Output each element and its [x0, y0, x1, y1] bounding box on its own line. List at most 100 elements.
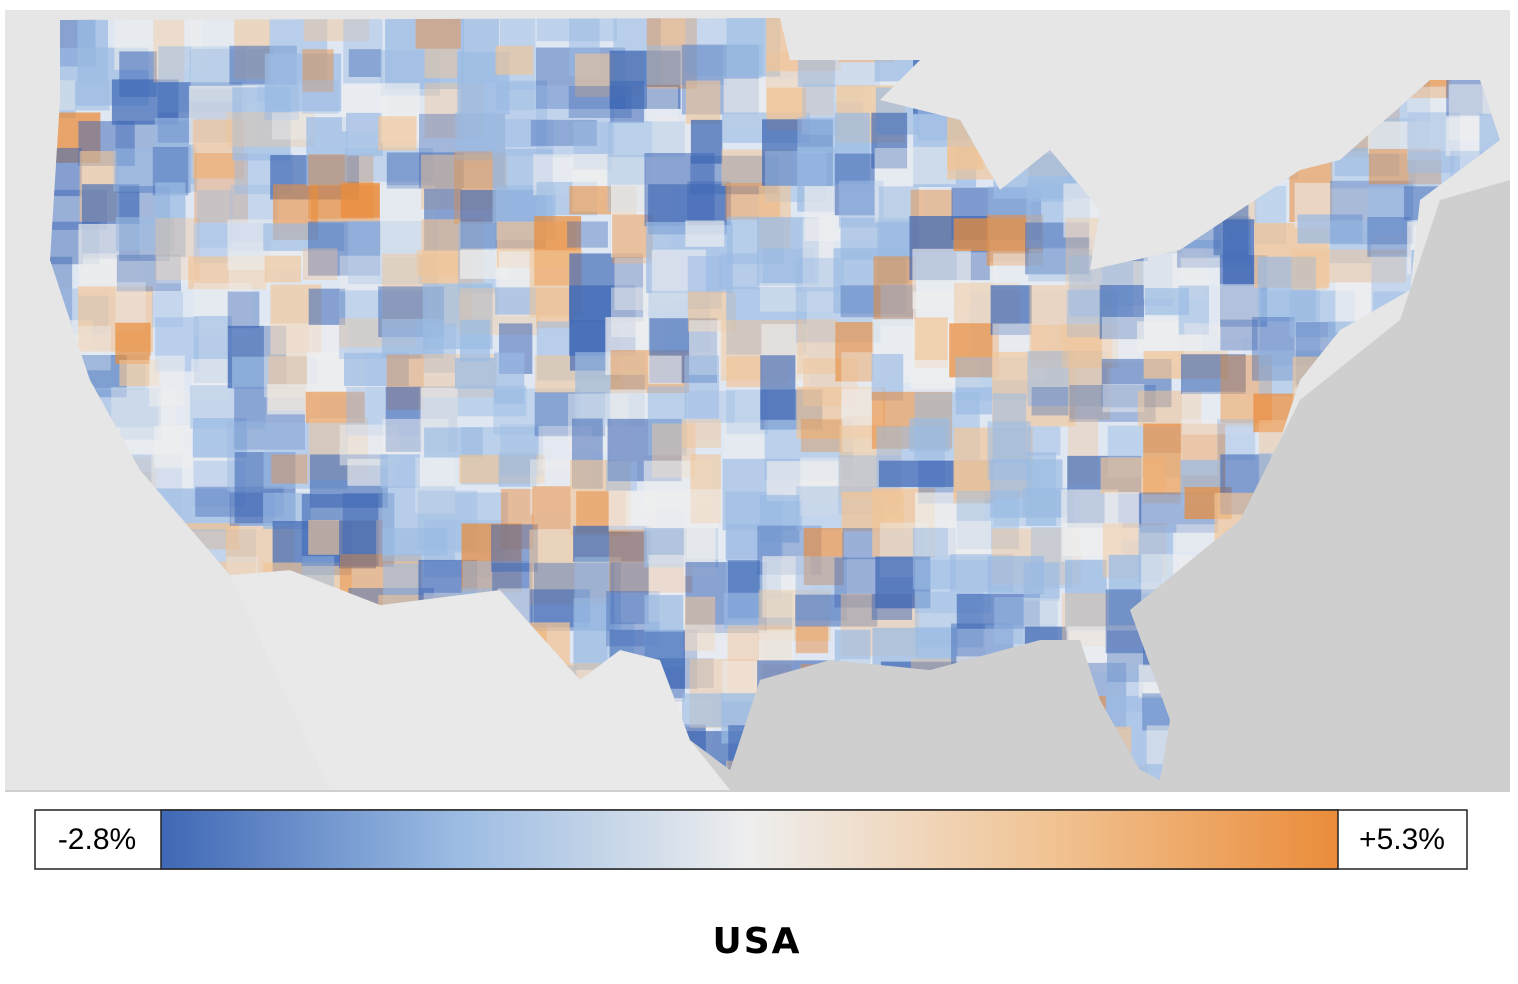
- region: [687, 390, 735, 423]
- region: [305, 391, 365, 423]
- region: [343, 18, 383, 84]
- region: [1220, 319, 1258, 351]
- region: [835, 322, 874, 382]
- region: [346, 112, 383, 157]
- region: [567, 221, 608, 248]
- region: [227, 291, 260, 329]
- region: [536, 85, 615, 158]
- region: [646, 18, 697, 89]
- region: [339, 520, 376, 569]
- region: [154, 425, 192, 468]
- region: [192, 418, 247, 458]
- region: [685, 220, 725, 247]
- region: [423, 323, 457, 373]
- region: [115, 322, 151, 364]
- region: [306, 117, 348, 186]
- region: [1142, 453, 1183, 504]
- region: [302, 248, 338, 280]
- region: [914, 317, 948, 369]
- region: [415, 18, 461, 49]
- region: [495, 82, 535, 111]
- region: [303, 18, 370, 42]
- region: [880, 284, 914, 326]
- legend-max-label: +5.3%: [1359, 823, 1445, 856]
- region: [378, 116, 417, 151]
- region: [264, 53, 342, 112]
- region: [797, 319, 838, 374]
- region: [1217, 419, 1256, 461]
- region: [191, 359, 229, 401]
- region: [308, 288, 346, 325]
- region: [339, 255, 419, 292]
- region: [348, 49, 382, 77]
- region: [264, 255, 301, 283]
- region: [416, 249, 463, 276]
- region: [947, 520, 991, 556]
- region: [530, 119, 597, 146]
- region: [759, 495, 800, 543]
- region: [532, 486, 571, 530]
- region: [494, 352, 525, 404]
- region: [196, 189, 233, 248]
- region: [382, 528, 448, 556]
- region: [684, 596, 716, 651]
- region: [834, 629, 871, 666]
- region: [915, 626, 957, 663]
- region: [800, 419, 844, 453]
- region: [687, 181, 732, 226]
- region: [1291, 249, 1327, 291]
- region: [802, 218, 836, 291]
- region: [648, 355, 682, 384]
- region: [610, 80, 645, 123]
- region: [878, 460, 955, 487]
- region: [154, 117, 195, 184]
- region: [647, 386, 687, 456]
- region: [454, 357, 495, 389]
- region: [1180, 354, 1246, 394]
- region: [155, 182, 186, 258]
- region: [424, 48, 458, 79]
- region: [156, 256, 195, 284]
- region: [1184, 323, 1243, 355]
- region: [302, 49, 334, 93]
- region: [993, 253, 1083, 291]
- region: [685, 80, 721, 124]
- region: [455, 112, 496, 161]
- region: [264, 83, 299, 121]
- legend-min-label: -2.8%: [58, 823, 136, 856]
- region: [871, 112, 908, 169]
- region: [953, 461, 994, 504]
- region: [871, 593, 913, 620]
- region: [495, 45, 534, 75]
- region: [646, 45, 728, 85]
- region: [949, 323, 999, 378]
- region: [605, 461, 638, 492]
- region: [1104, 492, 1139, 541]
- mexico: [230, 570, 730, 790]
- region: [116, 254, 182, 292]
- region: [1026, 426, 1061, 456]
- region: [795, 594, 878, 627]
- region: [1327, 249, 1406, 283]
- region: [681, 419, 721, 448]
- region: [955, 387, 993, 415]
- region: [271, 454, 308, 484]
- region: [82, 253, 140, 284]
- region: [766, 461, 842, 502]
- region: [573, 525, 652, 562]
- region: [1329, 220, 1371, 264]
- region: [1031, 386, 1069, 416]
- region: [1137, 390, 1202, 427]
- region: [873, 256, 916, 320]
- region: [194, 153, 249, 223]
- region: [1178, 285, 1209, 335]
- region: [302, 79, 339, 114]
- region: [1182, 391, 1254, 435]
- region: [1217, 284, 1261, 339]
- region: [1099, 285, 1144, 340]
- region: [719, 253, 759, 290]
- region: [803, 528, 844, 586]
- region: [1028, 248, 1092, 282]
